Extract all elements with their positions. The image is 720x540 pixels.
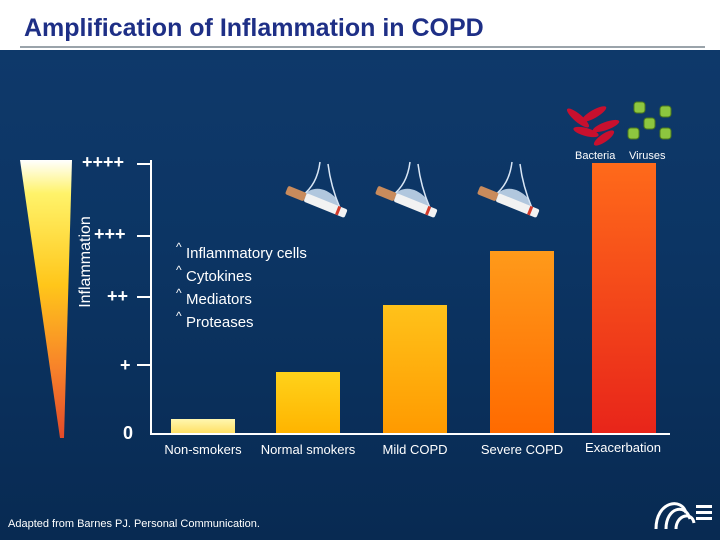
virus-icon	[627, 101, 672, 140]
y-tick-label: ++	[107, 286, 129, 306]
category-label: Mild COPD	[382, 442, 448, 457]
source-citation: Adapted from Barnes PJ. Personal Communi…	[8, 518, 260, 530]
bar-exacerbation	[592, 163, 656, 433]
cigarette-icon	[375, 161, 438, 218]
cigarette-icon	[285, 161, 348, 218]
header: Amplification of Inflammation in COPD	[0, 0, 720, 50]
y-tick-label: +++	[94, 224, 126, 244]
y-tick-mark	[137, 364, 151, 366]
y-tick-label: +	[120, 355, 131, 375]
factor-label: Proteases	[186, 314, 254, 331]
factor-label: Mediators	[186, 291, 252, 308]
y-tick-mark	[137, 235, 151, 237]
factor-label: Cytokines	[186, 268, 252, 285]
factor-item: ^ Proteases	[176, 309, 307, 334]
factor-item: ^ Cytokines	[176, 263, 307, 288]
bar-severe-copd	[490, 251, 554, 433]
network-logo-icon	[654, 502, 712, 530]
viruses-label: Viruses	[629, 150, 666, 162]
bar-non-smokers	[171, 419, 235, 433]
bacteria-icon	[566, 106, 620, 146]
y-tick-mark	[137, 296, 151, 298]
y-tick-mark	[137, 163, 151, 165]
factor-item: ^ Mediators	[176, 286, 307, 311]
y-tick-label: ++++	[82, 152, 125, 172]
bar-normal-smokers	[276, 372, 340, 433]
inflammatory-factors-list: ^ Inflammatory cells ^ Cytokines ^ Media…	[176, 240, 307, 334]
category-label: Normal smokers	[260, 442, 356, 457]
category-label: Severe COPD	[480, 442, 564, 457]
bacteria-label: Bacteria	[575, 150, 616, 162]
bar-mild-copd	[383, 305, 447, 433]
y-axis-label: Inflammation	[77, 216, 94, 308]
x-axis	[150, 433, 670, 435]
factor-label: Inflammatory cells	[186, 245, 307, 262]
up-arrow-icon: ^	[176, 309, 182, 323]
category-label: Non-smokers	[164, 442, 242, 457]
category-label: Exacerbation	[585, 440, 661, 455]
up-arrow-icon: ^	[176, 240, 182, 254]
up-arrow-icon: ^	[176, 286, 182, 300]
factor-item: ^ Inflammatory cells	[176, 240, 307, 265]
up-arrow-icon: ^	[176, 263, 182, 277]
page-title: Amplification of Inflammation in COPD	[24, 14, 484, 42]
y-axis	[150, 160, 152, 435]
y-tick-label: 0	[123, 423, 134, 443]
header-divider	[20, 46, 705, 48]
cigarette-icon	[477, 161, 540, 218]
